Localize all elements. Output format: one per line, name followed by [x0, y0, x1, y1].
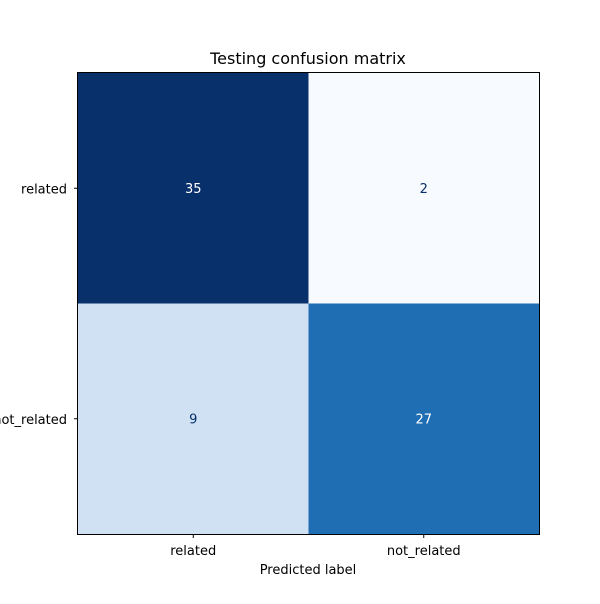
cell-value-label: 9 [189, 412, 197, 427]
matrix-cell-0-1 [308, 73, 539, 304]
matrix-cell-labels: 35 2 9 27 [185, 182, 432, 428]
matrix-cell-1-0 [78, 303, 309, 534]
cell-value-label: 27 [415, 412, 432, 427]
y-tick-label: not_related [0, 413, 67, 428]
plot-frame [77, 72, 540, 535]
y-tick-label: related [21, 182, 67, 197]
matrix-cell-1-1 [308, 303, 539, 534]
x-tick-label: not_related [387, 544, 461, 559]
cell-value-label: 35 [185, 182, 202, 197]
matrix-cells [78, 73, 539, 534]
x-axis-label: Predicted label [260, 563, 357, 578]
x-tick-label: related [170, 544, 216, 559]
chart-title: Testing confusion matrix [209, 49, 406, 68]
cell-value-label: 2 [420, 182, 428, 197]
matrix-cell-0-0 [78, 73, 309, 304]
